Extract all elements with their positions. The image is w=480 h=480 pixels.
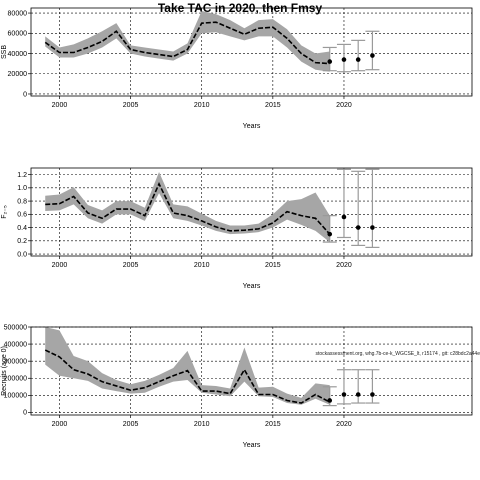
y-tick-label: 0 (23, 91, 27, 98)
chart-panels: 2000 2005 2010 2015 202002000040000600008000… (1, 7, 480, 449)
projection-point (355, 392, 361, 397)
confidence-band (45, 11, 330, 72)
x-tick-label: 2010 (194, 262, 210, 269)
projection-point (327, 231, 333, 237)
x-tick-label: 2010 (194, 102, 210, 109)
plot-frame (30, 7, 473, 97)
y-tick-label: 0.4 (17, 225, 27, 232)
series-line (44, 21, 330, 65)
x-tick-label: 2005 (123, 262, 139, 269)
y-tick-label: 400000 (4, 341, 27, 348)
x-axis-label: Years (243, 283, 261, 290)
x-tick-label: 2015 (265, 102, 281, 109)
confidence-band (45, 327, 330, 405)
y-tick-label: 300000 (4, 358, 27, 365)
y-axis-label: SSB (1, 45, 8, 59)
y-tick-label: 80000 (8, 10, 28, 17)
y-tick-label: 60000 (8, 31, 28, 38)
x-tick-label: 2020 (336, 421, 352, 428)
projection-point (341, 214, 347, 220)
projection-point (327, 398, 333, 403)
projection-point (355, 225, 361, 230)
y-tick-label: 100000 (4, 393, 27, 400)
y-tick-label: 200000 (4, 376, 27, 383)
x-axis-label: Years (243, 442, 261, 449)
x-tick-label: 2015 (265, 421, 281, 428)
y-tick-label: 0.2 (17, 238, 27, 245)
x-tick-label: 2005 (123, 421, 139, 428)
y-tick-label: 20000 (8, 71, 28, 78)
version-annotation: stockassessment.org, whg.7b-ce-k_WGCSE_l… (315, 351, 480, 357)
x-tick-label: 2005 (123, 102, 139, 109)
x-tick-label: 2015 (265, 262, 281, 269)
x-tick-label: 2000 (52, 102, 68, 109)
panel-2: 2000 2005 2010 2015 2020 0.0 0.2 0.4 0.6 0.8 1.0 1.… (1, 167, 473, 290)
confidence-band (45, 171, 330, 243)
x-tick-label: 2020 (336, 262, 352, 269)
x-tick-label: 2000 (52, 262, 68, 269)
plot-frame (30, 167, 473, 257)
y-axis-label: F₂₋₅ (1, 205, 8, 219)
x-tick-label: 2020 (336, 102, 352, 109)
y-tick-label: 40000 (8, 51, 28, 58)
projection-point (327, 59, 333, 64)
series-line (44, 349, 331, 404)
y-tick-label: 0 (23, 410, 27, 417)
y-tick-label: 0.8 (17, 198, 27, 205)
x-tick-label: 2000 (52, 421, 68, 428)
y-tick-label: 0.6 (17, 212, 27, 219)
y-tick-label: 0.0 (17, 251, 27, 258)
projection-point (341, 57, 347, 62)
panel-1: 2000 2005 2010 2015 2020 0 20000 40000 60000 8000… (1, 7, 473, 130)
projection-point (370, 392, 375, 397)
panel-3: 2000 2005 2010 2015 2020 0 100000 200000 300000 4… (1, 324, 480, 449)
projection-point (370, 53, 375, 58)
y-tick-label: 1.0 (17, 185, 27, 192)
x-tick-label: 2010 (194, 421, 210, 428)
projection-point (341, 392, 347, 397)
y-tick-label: 500000 (4, 324, 27, 331)
projection-point (370, 225, 375, 230)
x-axis-label: Years (243, 123, 261, 130)
projection-point (355, 57, 361, 62)
y-axis-label: Recruits (age 0) (1, 346, 8, 396)
y-tick-label: 1.2 (17, 172, 27, 179)
series-line (45, 181, 331, 235)
plot-frame (30, 326, 473, 416)
